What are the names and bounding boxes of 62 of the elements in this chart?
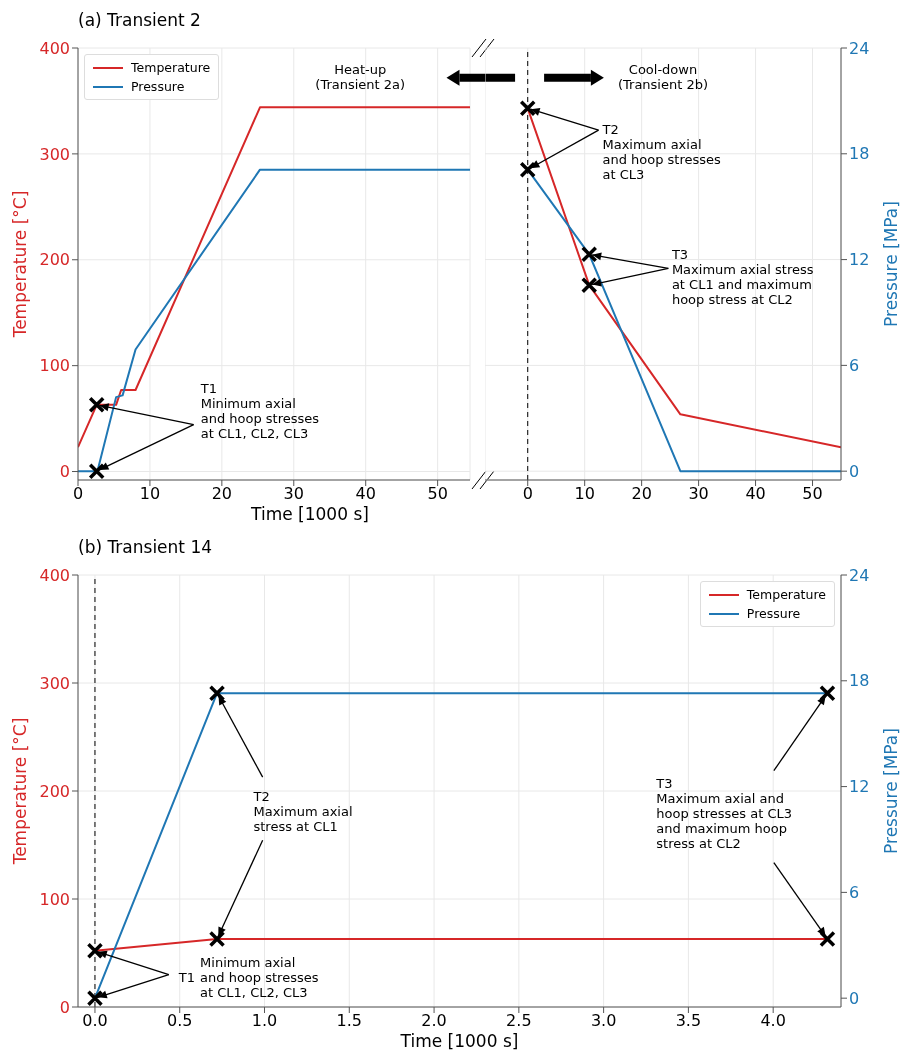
y2-tick-label: 0	[849, 988, 860, 1008]
annotation: Cool-down (Transient 2b)	[617, 62, 709, 93]
y2-tick-label: 18	[849, 144, 870, 164]
y2-tick-label: 18	[849, 671, 870, 691]
x-tick-label: 0	[522, 484, 533, 504]
y2-tick-label: 12	[849, 777, 870, 797]
y2-tick-label: 12	[849, 250, 870, 270]
y2-axis-title: Pressure [MPa]	[881, 728, 902, 854]
y-tick-label: 300	[39, 673, 70, 693]
legend-label: Pressure	[131, 79, 185, 94]
x-tick-label: 2.0	[421, 1011, 447, 1031]
y2-tick-label: 6	[849, 883, 860, 903]
x-tick-label: 0	[72, 484, 84, 504]
x-axis-title: Time [1000 s]	[399, 1031, 520, 1051]
y2-tick-label: 6	[849, 356, 860, 376]
x-tick-label: 1.0	[251, 1011, 278, 1031]
y-axis-title: Temperature [°C]	[10, 717, 31, 866]
x-axis-title: Time [1000 s]	[250, 504, 370, 524]
y2-tick-label: 24	[849, 565, 870, 585]
legend-label: Temperature	[131, 60, 211, 75]
annotation: T1 Minimum axial and hoop stresses at CL1, CL2, CL3	[177, 955, 319, 1001]
y-tick-label: 100	[39, 889, 70, 909]
line-series	[78, 106, 470, 449]
y-tick-label: 300	[39, 144, 70, 164]
x-tick-label: 40	[355, 484, 376, 504]
x-tick-label: 50	[802, 484, 823, 504]
y-tick-label: 200	[39, 781, 70, 801]
x-tick-label: 40	[745, 484, 766, 504]
x-tick-label: 4.0	[760, 1011, 786, 1031]
x-tick-label: 50	[427, 484, 448, 504]
x-tick-label: 0.0	[82, 1011, 108, 1031]
y2-axis-title: Pressure [MPa]	[881, 201, 902, 327]
legend-label: Pressure	[746, 606, 801, 621]
y-tick-label: 0	[59, 462, 70, 482]
chart-title: (a) Transient 2	[78, 10, 201, 30]
legend-label: Temperature	[746, 587, 826, 602]
x-tick-label: 1.5	[336, 1011, 363, 1031]
x-tick-label: 10	[574, 484, 595, 504]
y-tick-label: 200	[39, 250, 70, 270]
y-axis-title: Temperature [°C]	[10, 190, 31, 339]
x-tick-label: 20	[211, 484, 233, 504]
annotation: T2 Maximum axial stress at CL1	[252, 788, 353, 834]
x-tick-label: 0.5	[167, 1011, 193, 1031]
x-tick-label: 30	[688, 484, 709, 504]
chart-title: (b) Transient 14	[78, 537, 213, 557]
y-tick-label: 0	[59, 997, 70, 1017]
y2-tick-label: 24	[849, 38, 870, 58]
y-tick-label: 400	[39, 565, 70, 585]
annotation: T2 Maximum axial and hoop stresses at CL3	[601, 121, 722, 182]
y2-tick-label: 0	[849, 461, 860, 481]
annotation: T1 Minimum axial and hoop stresses at CL1, CL2, CL3	[199, 380, 320, 441]
x-tick-label: 10	[139, 484, 161, 504]
annotation: Heat-up (Transient 2a)	[315, 62, 406, 93]
y-tick-label: 400	[39, 38, 70, 58]
annotation: T3 Maximum axial and hoop stresses at CL3 and maximum hoop stress at CL2	[655, 775, 793, 851]
x-tick-label: 30	[283, 484, 304, 504]
y-tick-label: 100	[39, 356, 70, 376]
x-tick-label: 20	[631, 484, 652, 504]
x-tick-label: 2.5	[506, 1011, 532, 1031]
x-tick-label: 3.5	[675, 1011, 702, 1031]
x-tick-label: 3.0	[590, 1011, 617, 1031]
annotation: T3 Maximum axial stress at CL1 and maximum hoop stress at CL2	[670, 247, 814, 308]
